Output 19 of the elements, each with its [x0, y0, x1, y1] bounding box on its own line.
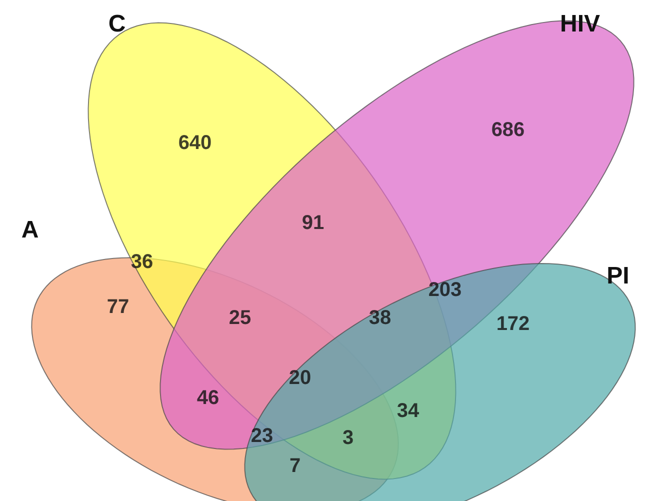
- data-label: 36: [130, 251, 154, 273]
- text: PI: [606, 262, 630, 290]
- data-label: 38: [368, 307, 392, 329]
- data-label: 3: [342, 427, 354, 449]
- data-label: 172: [496, 313, 530, 335]
- data-label: 23: [250, 425, 274, 447]
- text: C: [108, 10, 126, 38]
- data-label: 91: [302, 212, 324, 234]
- data-label: 686: [491, 119, 525, 141]
- text: HIV: [560, 10, 600, 38]
- data-label: 34: [396, 400, 420, 422]
- text: A: [21, 216, 39, 244]
- data-label: 46: [196, 387, 220, 409]
- data-label: 203: [428, 279, 462, 301]
- data-label: 7: [289, 455, 301, 477]
- data-label: 25: [228, 307, 252, 329]
- data-label: 20: [288, 367, 312, 389]
- data-label: 77: [106, 296, 130, 318]
- data-label: 640: [178, 132, 212, 154]
